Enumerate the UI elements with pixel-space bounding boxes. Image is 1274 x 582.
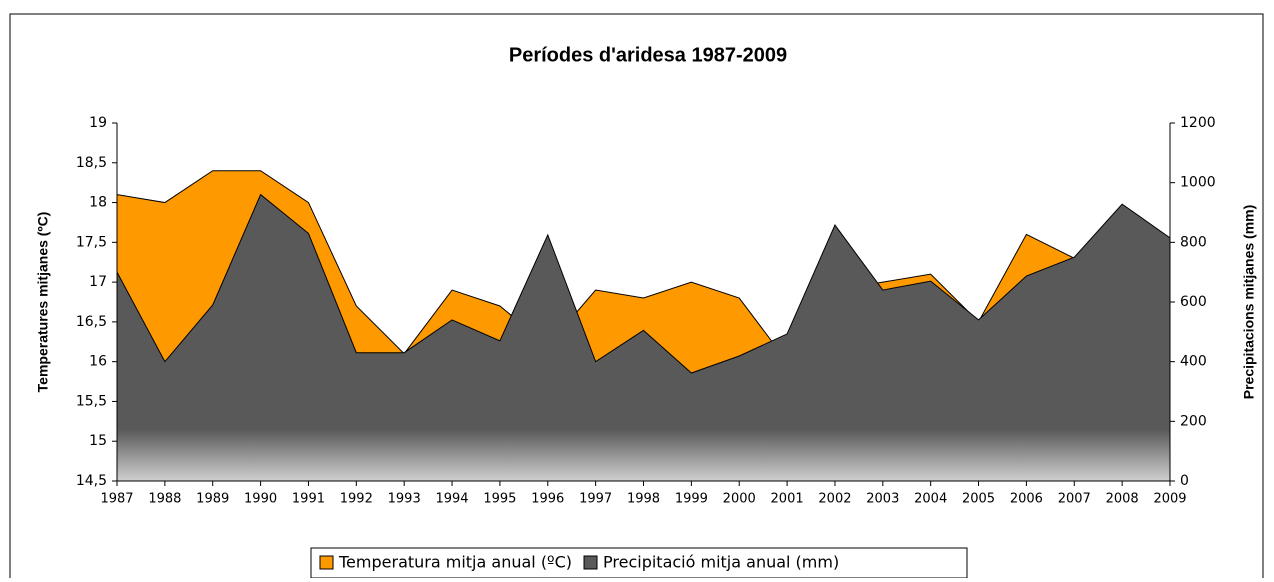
y-tick-label: 16,5: [76, 314, 107, 330]
x-tick-label: 1990: [244, 492, 277, 507]
y-tick-label: 19: [89, 115, 107, 131]
legend-swatch: [583, 555, 598, 570]
y-tick-label: 16: [89, 354, 107, 370]
legend-box: [310, 547, 968, 579]
x-tick-label: 2009: [1153, 492, 1186, 507]
x-tick-label: 2004: [914, 492, 947, 507]
x-tick-label: 1994: [435, 492, 468, 507]
x-tick-label: 2000: [723, 492, 756, 507]
y-tick-label: 15,5: [76, 393, 107, 409]
y-tick-label: 17,5: [76, 234, 107, 250]
y2-tick-label: 1200: [1180, 115, 1216, 131]
x-tick-label: 1998: [627, 492, 660, 507]
y2-tick-label: 200: [1180, 413, 1207, 429]
y2-tick-label: 800: [1180, 234, 1207, 250]
x-tick-label: 1991: [292, 492, 325, 507]
x-tick-label: 2005: [962, 492, 995, 507]
x-tick-label: 1989: [196, 492, 229, 507]
y-tick-label: 18: [89, 195, 107, 211]
y2-tick-label: 0: [1180, 473, 1189, 489]
x-tick-label: 2003: [866, 492, 899, 507]
y2-tick-label: 1000: [1180, 175, 1216, 191]
y-tick-label: 15: [89, 433, 107, 449]
x-tick-label: 1997: [579, 492, 612, 507]
area-series: [116, 193, 1171, 482]
x-tick-label: 1992: [340, 492, 373, 507]
x-tick-label: 2002: [818, 492, 851, 507]
x-tick-label: 2008: [1106, 492, 1139, 507]
y2-tick-label: 400: [1180, 354, 1207, 370]
x-tick-label: 1999: [675, 492, 708, 507]
y-tick-label: 18,5: [76, 155, 107, 171]
x-tick-label: 2007: [1058, 492, 1091, 507]
legend-label: Temperatura mitja anual (ºC): [338, 553, 572, 572]
x-tick-label: 1988: [148, 492, 181, 507]
x-tick-label: 2006: [1010, 492, 1043, 507]
chart-title: Períodes d'aridesa 1987-2009: [509, 44, 787, 66]
x-tick-label: 1995: [483, 492, 516, 507]
x-tick-label: 1987: [100, 492, 133, 507]
legend-label: Precipitació mitja anual (mm): [603, 553, 839, 572]
y-tick-label: 17: [89, 274, 107, 290]
y2-tick-label: 600: [1180, 294, 1207, 310]
legend-swatch: [319, 555, 334, 570]
x-tick-label: 1996: [531, 492, 564, 507]
y-axis-title: Temperatures mitjanes (ºC): [35, 212, 51, 393]
y-tick-label: 14,5: [76, 473, 107, 489]
y2-axis-title: Precipitacions mitjanes (mm): [1241, 205, 1257, 400]
x-tick-label: 2001: [771, 492, 804, 507]
x-tick-label: 1993: [388, 492, 421, 507]
